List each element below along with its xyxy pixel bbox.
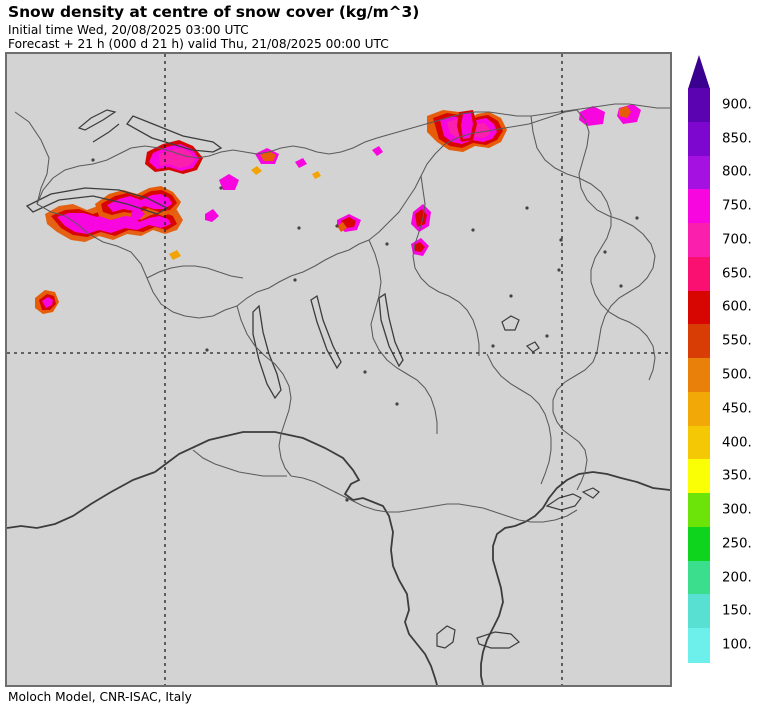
colorbar-band-200 (688, 560, 710, 596)
colorbar-band-850 (688, 121, 710, 157)
colorbar-band-250 (688, 526, 710, 562)
colorbar-tick-label: 750. (722, 198, 752, 214)
map-graphic (7, 54, 670, 685)
city-markers (91, 158, 639, 502)
model-credit: Moloch Model, CNR-ISAC, Italy (8, 690, 192, 704)
initial-time-text: Initial time Wed, 20/08/2025 03:00 UTC (8, 23, 249, 37)
colorbar-band-650 (688, 256, 710, 292)
colorbar-tick-label: 450. (722, 401, 752, 417)
colorbar-tick-label: 200. (722, 570, 752, 586)
colorbar-tick-label: 550. (722, 333, 752, 349)
colorbar-band-150 (688, 594, 710, 629)
colorbar-tick-label: 850. (722, 131, 752, 147)
map-panel (5, 52, 672, 687)
page-title: Snow density at centre of snow cover (kg… (8, 3, 420, 21)
colorbar-tick-label: 600. (722, 299, 752, 315)
colorbar (688, 88, 710, 663)
colorbar-band-750 (688, 189, 710, 224)
colorbar-band-500 (688, 358, 710, 393)
colorbar-tick-label: 250. (722, 536, 752, 552)
colorbar-tick-label: 500. (722, 367, 752, 383)
colorbar-band-400 (688, 425, 710, 460)
colorbar-band-350 (688, 459, 710, 494)
colorbar-tick-label: 650. (722, 266, 752, 282)
colorbar-tick-label: 300. (722, 502, 752, 518)
colorbar-tick-label: 350. (722, 468, 752, 484)
colorbar-band-800 (688, 155, 710, 190)
political-borders-layer (14, 103, 670, 523)
colorbar-band-900 (688, 88, 710, 123)
forecast-time-text: Forecast + 21 h (000 d 21 h) valid Thu, … (8, 37, 389, 51)
colorbar-tick-label: 100. (722, 637, 752, 653)
colorbar-tick-label: 700. (722, 232, 752, 248)
gridlines (7, 54, 670, 685)
colorbar-band-600 (688, 290, 710, 325)
coastlines-layer (7, 109, 670, 685)
colorbar-band-300 (688, 493, 710, 528)
colorbar-tick-label: 800. (722, 164, 752, 180)
colorbar-band-700 (688, 223, 710, 258)
colorbar-band-450 (688, 391, 710, 427)
colorbar-band-100 (688, 628, 710, 663)
colorbar-tick-label: 900. (722, 97, 752, 113)
snow-density-field (35, 104, 641, 314)
colorbar-arrow-icon (688, 55, 710, 89)
colorbar-tick-label: 150. (722, 603, 752, 619)
colorbar-band-550 (688, 324, 710, 359)
colorbar-tick-label: 400. (722, 435, 752, 451)
